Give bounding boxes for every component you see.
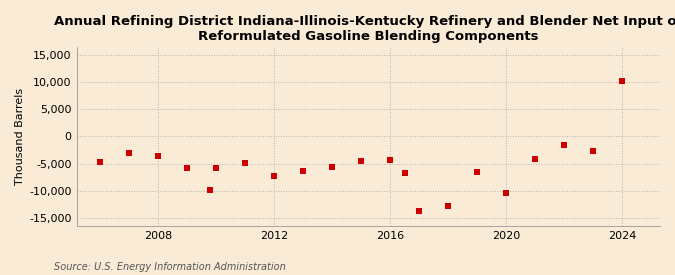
Point xyxy=(327,165,338,169)
Point xyxy=(298,169,308,173)
Point xyxy=(385,158,396,162)
Y-axis label: Thousand Barrels: Thousand Barrels xyxy=(15,88,25,185)
Point xyxy=(530,156,541,161)
Point xyxy=(205,187,215,192)
Point xyxy=(414,208,425,213)
Text: Source: U.S. Energy Information Administration: Source: U.S. Energy Information Administ… xyxy=(54,262,286,272)
Point xyxy=(399,170,410,175)
Point xyxy=(443,204,454,208)
Point xyxy=(95,160,105,164)
Point xyxy=(211,166,221,170)
Point xyxy=(269,174,279,178)
Point xyxy=(182,166,192,170)
Title: Annual Refining District Indiana-Illinois-Kentucky Refinery and Blender Net Inpu: Annual Refining District Indiana-Illinoi… xyxy=(54,15,675,43)
Point xyxy=(559,143,570,147)
Point xyxy=(124,151,134,155)
Point xyxy=(153,154,163,158)
Point xyxy=(588,148,599,153)
Point xyxy=(617,78,628,83)
Point xyxy=(240,161,250,165)
Point xyxy=(472,169,483,174)
Point xyxy=(501,191,512,195)
Point xyxy=(356,159,367,164)
